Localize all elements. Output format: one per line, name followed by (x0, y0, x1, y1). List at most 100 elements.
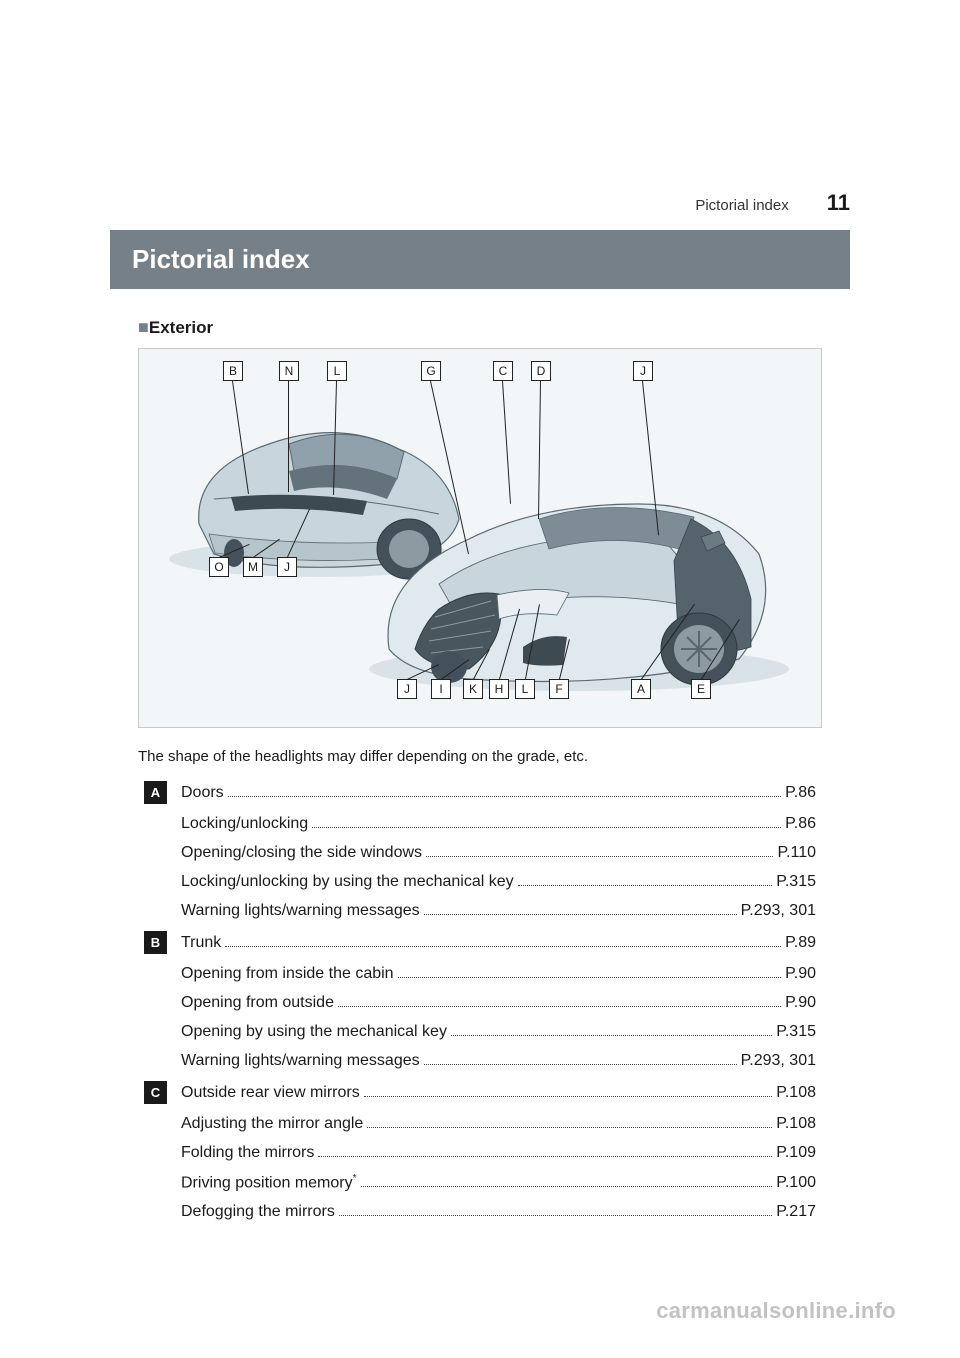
toc-sub-line: Opening/closing the side windows P.110 (144, 844, 816, 862)
figure-container: BNLGCDJOMJJIKHLFAE (110, 348, 850, 728)
toc-sub-line: Folding the mirrors P.109 (144, 1144, 816, 1162)
toc-sub-label: Driving position memory* (181, 1173, 357, 1192)
toc-sub-line: Opening by using the mechanical key P.315 (144, 1023, 816, 1041)
figure-caption: The shape of the headlights may differ d… (138, 748, 822, 765)
callout-h: H (489, 679, 509, 699)
toc-sub-line: Warning lights/warning messages P.293, 30… (144, 902, 816, 920)
toc-head-label: Outside rear view mirrors (181, 1084, 360, 1102)
callout-a: A (631, 679, 651, 699)
toc: A Doors P.86 Locking/unlocking P.86 Opening/c… (144, 781, 816, 1221)
callout-l: L (515, 679, 535, 699)
callout-l: L (327, 361, 347, 381)
toc-sub-page: P.90 (785, 994, 816, 1012)
toc-badge: A (144, 781, 167, 804)
callout-n: N (279, 361, 299, 381)
callout-m: M (243, 557, 263, 577)
toc-sub-page: P.110 (777, 844, 816, 862)
toc-sub-page: P.293, 301 (741, 902, 816, 920)
toc-block-a: A Doors P.86 Locking/unlocking P.86 Opening/c… (144, 781, 816, 920)
toc-head-page: P.89 (785, 934, 816, 952)
toc-leader-dots (424, 1064, 737, 1065)
toc-head-line: C Outside rear view mirrors P.108 (144, 1081, 816, 1104)
toc-head-label: Trunk (181, 934, 221, 952)
toc-leader-dots (318, 1156, 772, 1157)
toc-sub-line: Defogging the mirrors P.217 (144, 1203, 816, 1221)
callout-i: I (431, 679, 451, 699)
toc-sub-label: Warning lights/warning messages (181, 1052, 420, 1070)
toc-footnote-marker: * (353, 1173, 357, 1184)
callout-j: J (633, 361, 653, 381)
toc-leader-dots (225, 946, 781, 947)
toc-sub-label: Opening from outside (181, 994, 334, 1012)
callout-j: J (397, 679, 417, 699)
footer-watermark: carmanualsonline.info (656, 1298, 896, 1324)
callout-e: E (691, 679, 711, 699)
toc-sub-page: P.217 (776, 1203, 816, 1221)
toc-sub-page: P.315 (776, 873, 816, 891)
callout-d: D (531, 361, 551, 381)
toc-leader-dots (228, 796, 781, 797)
toc-sub-page: P.90 (785, 965, 816, 983)
toc-sub-label: Warning lights/warning messages (181, 902, 420, 920)
section-heading: ■Exterior (138, 317, 850, 338)
section-marker: ■ (138, 317, 149, 337)
toc-leader-dots (426, 856, 773, 857)
toc-sub-page: P.100 (776, 1174, 816, 1192)
toc-head-label: Doors (181, 784, 224, 802)
toc-block-c: COutside rear view mirrorsP.108Adjusting… (144, 1081, 816, 1221)
toc-sub-page: P.293, 301 (741, 1052, 816, 1070)
toc-badge: C (144, 1081, 167, 1104)
page-title-bar: Pictorial index (110, 230, 850, 289)
toc-sub-label: Folding the mirrors (181, 1144, 314, 1162)
toc-leader-dots (338, 1006, 781, 1007)
toc-sub-page: P.108 (776, 1115, 816, 1133)
callout-o: O (209, 557, 229, 577)
leader-line (288, 381, 289, 492)
toc-head-page: P.108 (776, 1084, 816, 1102)
toc-sub-line: Opening from inside the cabin P.90 (144, 965, 816, 983)
toc-sub-label: Locking/unlocking (181, 815, 308, 833)
toc-head-page: P.86 (785, 784, 816, 802)
toc-leader-dots (398, 977, 782, 978)
toc-block-b: B Trunk P.89 Opening from inside the cabin P… (144, 931, 816, 1070)
header-page-number: 11 (827, 190, 850, 216)
page: Pictorial index 11 Pictorial index ■Exte… (0, 0, 960, 1358)
callout-c: C (493, 361, 513, 381)
toc-head-line: B Trunk P.89 (144, 931, 816, 954)
car-illustration (139, 349, 823, 729)
toc-sub-page: P.315 (776, 1023, 816, 1041)
toc-leader-dots (424, 914, 737, 915)
toc-sub-label: Opening from inside the cabin (181, 965, 394, 983)
toc-sub-line: Adjusting the mirror angle P.108 (144, 1115, 816, 1133)
toc-leader-dots (451, 1035, 772, 1036)
toc-badge: B (144, 931, 167, 954)
toc-sub-label: Locking/unlocking by using the mechanica… (181, 873, 514, 891)
toc-sub-line: Locking/unlocking P.86 (144, 815, 816, 833)
toc-sub-page: P.86 (785, 815, 816, 833)
toc-sub-label: Defogging the mirrors (181, 1203, 335, 1221)
toc-leader-dots (339, 1215, 772, 1216)
toc-sub-line: Opening from outside P.90 (144, 994, 816, 1012)
toc-sub-line: Warning lights/warning messages P.293, 30… (144, 1052, 816, 1070)
callout-b: B (223, 361, 243, 381)
toc-leader-dots (518, 885, 773, 886)
callout-j: J (277, 557, 297, 577)
toc-sub-label: Opening/closing the side windows (181, 844, 422, 862)
toc-leader-dots (361, 1186, 773, 1187)
section-label-text: Exterior (149, 318, 213, 337)
callout-g: G (421, 361, 441, 381)
toc-leader-dots (312, 827, 781, 828)
toc-leader-dots (367, 1127, 772, 1128)
callout-k: K (463, 679, 483, 699)
callout-f: F (549, 679, 569, 699)
toc-sub-page: P.109 (776, 1144, 816, 1162)
toc-sub-label: Adjusting the mirror angle (181, 1115, 363, 1133)
toc-sub-line: Locking/unlocking by using the mechanica… (144, 873, 816, 891)
toc-head-line: A Doors P.86 (144, 781, 816, 804)
header-section-label: Pictorial index (695, 197, 788, 214)
toc-sub-label: Opening by using the mechanical key (181, 1023, 447, 1041)
toc-sub-line: Driving position memory* P.100 (144, 1173, 816, 1192)
exterior-diagram: BNLGCDJOMJJIKHLFAE (138, 348, 822, 728)
page-header: Pictorial index 11 (110, 190, 850, 216)
toc-leader-dots (364, 1096, 773, 1097)
